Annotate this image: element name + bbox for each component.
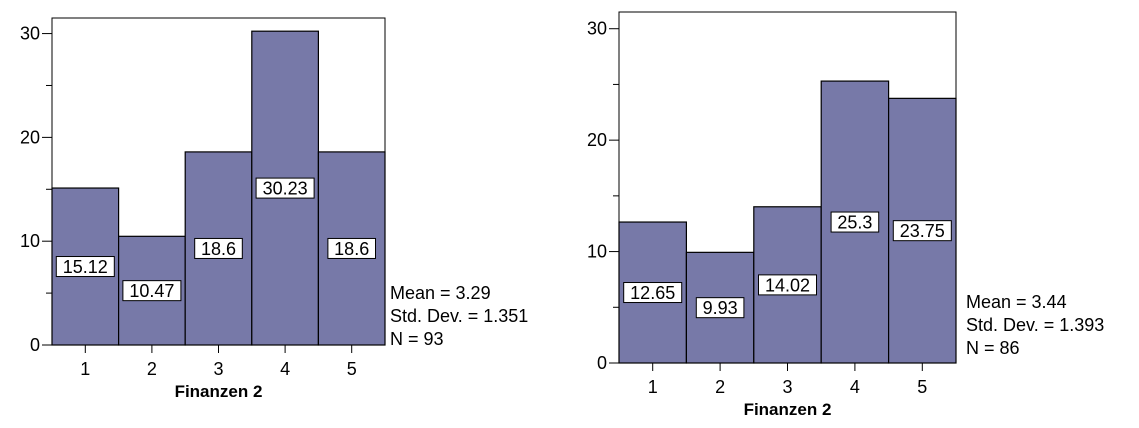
x-axis-title: Finanzen 2	[744, 400, 832, 419]
x-tick-label: 2	[147, 359, 157, 379]
x-tick-label: 3	[782, 377, 792, 397]
y-tick-label: 20	[587, 130, 607, 150]
x-tick-label: 2	[715, 377, 725, 397]
stats-line: Std. Dev. = 1.393	[966, 315, 1104, 335]
bar-value-label-box	[892, 220, 952, 242]
bar-value-label: 23.75	[892, 220, 952, 242]
bar-value-label-text: 14.02	[765, 275, 810, 295]
bar-value-label-box	[194, 237, 243, 259]
bar-value-label: 25.3	[830, 211, 880, 233]
bar-value-label-text: 25.3	[837, 213, 872, 233]
bar-value-label-box	[55, 256, 115, 278]
stats-line: Mean = 3.44	[966, 292, 1067, 312]
bar-value-label-text: 18.6	[201, 239, 236, 259]
stats-line: Mean = 3.29	[390, 283, 491, 303]
y-tick-label: 10	[587, 242, 607, 262]
y-tick-label: 10	[20, 231, 40, 251]
bar-value-label: 9.93	[695, 297, 745, 319]
bar-value-label-box	[122, 280, 182, 302]
x-tick-label: 5	[917, 377, 927, 397]
bar-value-label-text: 18.6	[334, 239, 369, 259]
bar-value-label: 15.12	[55, 256, 115, 278]
histogram-chart-left: 15.12 10.47 18.6 30.23 18.6 0 10 20 30 1 2 3 4 5 Finan…	[20, 17, 528, 401]
bar-value-label-text: 15.12	[63, 257, 108, 277]
y-tick-label: 0	[597, 353, 607, 373]
bar-value-label-text: 23.75	[900, 221, 945, 241]
bar-value-label-box	[327, 237, 376, 259]
bar-value-label-box	[830, 211, 880, 233]
bar-value-label-text: 9.93	[703, 298, 738, 318]
bar-value-label-box	[758, 274, 817, 296]
y-tick-label: 30	[20, 24, 40, 44]
bar-value-label: 10.47	[122, 280, 182, 302]
bar-value-label: 30.23	[255, 177, 315, 199]
x-tick-label: 3	[213, 359, 223, 379]
x-axis-title: Finanzen 2	[175, 382, 263, 401]
bar-value-label: 18.6	[327, 237, 376, 259]
bar-value-label: 18.6	[194, 237, 243, 259]
bar-value-label-text: 12.65	[630, 283, 675, 303]
y-tick-label: 30	[587, 19, 607, 39]
bar-value-label: 12.65	[623, 282, 683, 304]
bar-value-label-box	[255, 177, 315, 199]
bar-value-label-box	[695, 297, 745, 319]
bar-value-label-text: 10.47	[129, 281, 174, 301]
x-tick-label: 4	[850, 377, 860, 397]
x-tick-label: 5	[347, 359, 357, 379]
stats-line: N = 86	[966, 338, 1020, 358]
stats-line: Std. Dev. = 1.351	[390, 306, 528, 326]
x-tick-label: 1	[648, 377, 658, 397]
x-tick-label: 1	[80, 359, 90, 379]
y-tick-label: 20	[20, 127, 40, 147]
bar-value-label-box	[623, 282, 683, 304]
histogram-chart-right: 12.65 9.93 14.02 25.3 23.75 0 10 20 30 1 2 3 4 5 Finan…	[587, 11, 1104, 419]
bar-value-label-text: 30.23	[263, 179, 308, 199]
x-tick-label: 4	[280, 359, 290, 379]
bar-value-label: 14.02	[758, 274, 817, 296]
stats-line: N = 93	[390, 329, 444, 349]
y-tick-label: 0	[30, 335, 40, 355]
